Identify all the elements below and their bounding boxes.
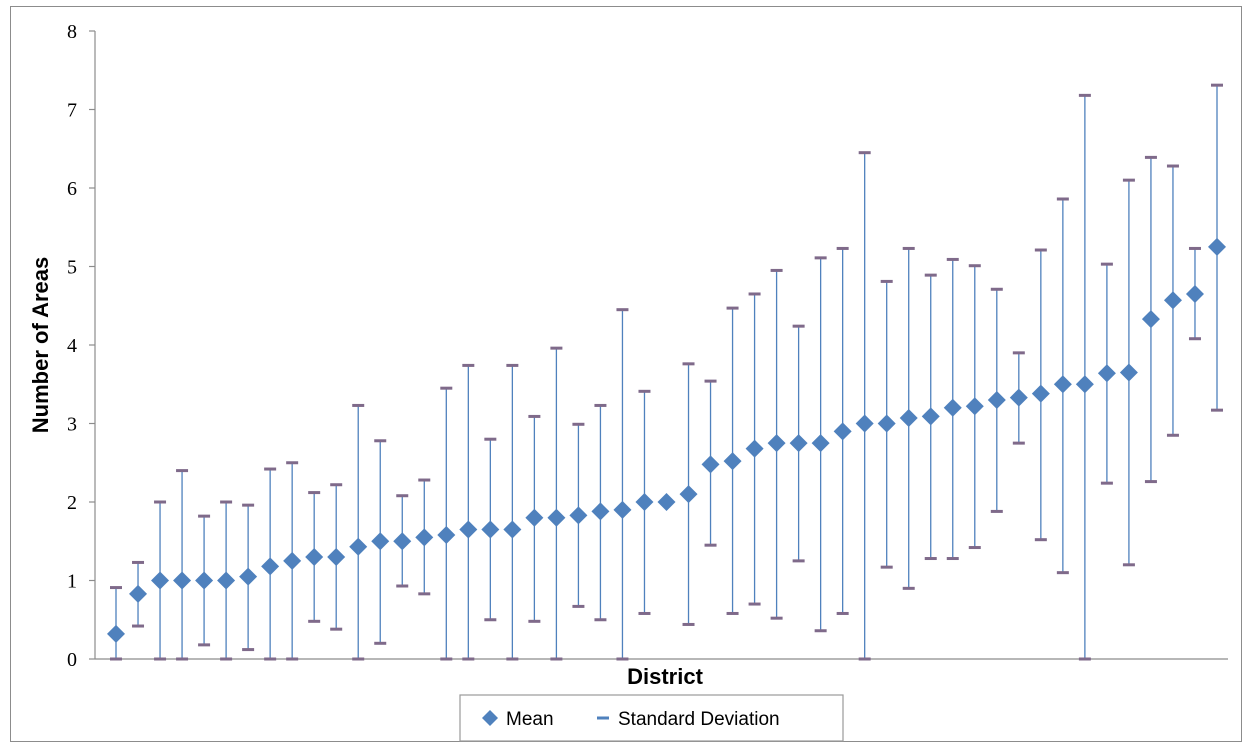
mean-point [965,397,984,416]
sd-error-bar [506,363,519,661]
mean-point [833,422,852,441]
error-bars [110,83,1223,661]
mean-point [393,532,412,551]
mean-point [195,571,214,590]
y-tick-label: 6 [67,178,77,200]
y-ticks: 0 1 2 3 4 5 6 7 8 [67,21,95,671]
mean-point [217,571,236,590]
y-tick-label: 0 [67,649,77,671]
legend-mean-label: Mean [506,709,554,730]
mean-point [745,439,764,458]
mean-point [789,434,808,453]
mean-point [503,520,522,539]
x-axis-title: District [627,664,703,689]
mean-point [459,520,478,539]
sd-error-bar [462,363,475,661]
y-tick-label: 8 [67,21,77,43]
mean-point [261,557,280,576]
mean-point [943,398,962,417]
mean-point [1075,375,1094,394]
mean-point [239,567,258,586]
mean-point [547,508,566,527]
y-tick-label: 2 [67,492,77,514]
mean-point [569,506,588,525]
legend-sd-label: Standard Deviation [618,709,780,730]
mean-point [525,508,544,527]
mean-point [327,547,346,566]
mean-point [855,414,874,433]
mean-point [349,537,368,556]
chart-frame [10,6,1242,742]
mean-point [173,571,192,590]
mean-point [437,525,456,544]
sd-error-bar [176,469,189,661]
sd-error-bar [440,386,453,661]
sd-error-bar [858,151,871,661]
mean-point [723,452,742,471]
mean-point [415,528,434,547]
y-tick-label: 5 [67,257,77,279]
mean-point [635,493,654,511]
sd-error-bar [352,403,365,661]
mean-point [1009,388,1028,407]
mean-point [1053,375,1072,394]
sd-error-bar [616,308,629,661]
sd-error-bar [550,346,563,661]
mean-markers [107,237,1226,643]
mean-point [877,414,896,433]
mean-point [899,409,918,428]
mean-point [1119,363,1138,382]
mean-point [767,434,786,453]
mean-point [107,624,125,643]
y-tick-label: 3 [67,414,77,436]
mean-point [1097,364,1116,383]
mean-point [811,434,830,453]
mean-point [305,547,324,566]
mean-point [283,551,302,570]
mean-point [1163,291,1182,310]
y-axis-title: Number of Areas [28,257,53,433]
mean-point [481,520,500,539]
mean-point [657,493,676,511]
mean-point [921,407,940,426]
sd-error-bar [110,586,122,661]
mean-point [1141,310,1160,329]
mean-point [1031,384,1050,403]
y-tick-label: 4 [67,335,77,357]
legend-mean-diamond-icon [482,710,498,726]
legend: Mean Standard Deviation [459,694,844,742]
y-tick-label: 7 [67,100,77,122]
legend-box [459,694,844,742]
mean-point [987,390,1006,409]
mean-point [613,500,632,519]
mean-point [371,532,390,551]
mean-point [591,502,610,521]
mean-point [129,584,148,603]
mean-point [701,455,720,474]
mean-point [151,571,170,590]
mean-point [1185,284,1204,303]
mean-point [679,485,698,504]
y-tick-label: 1 [67,571,77,593]
mean-point [1208,237,1226,256]
